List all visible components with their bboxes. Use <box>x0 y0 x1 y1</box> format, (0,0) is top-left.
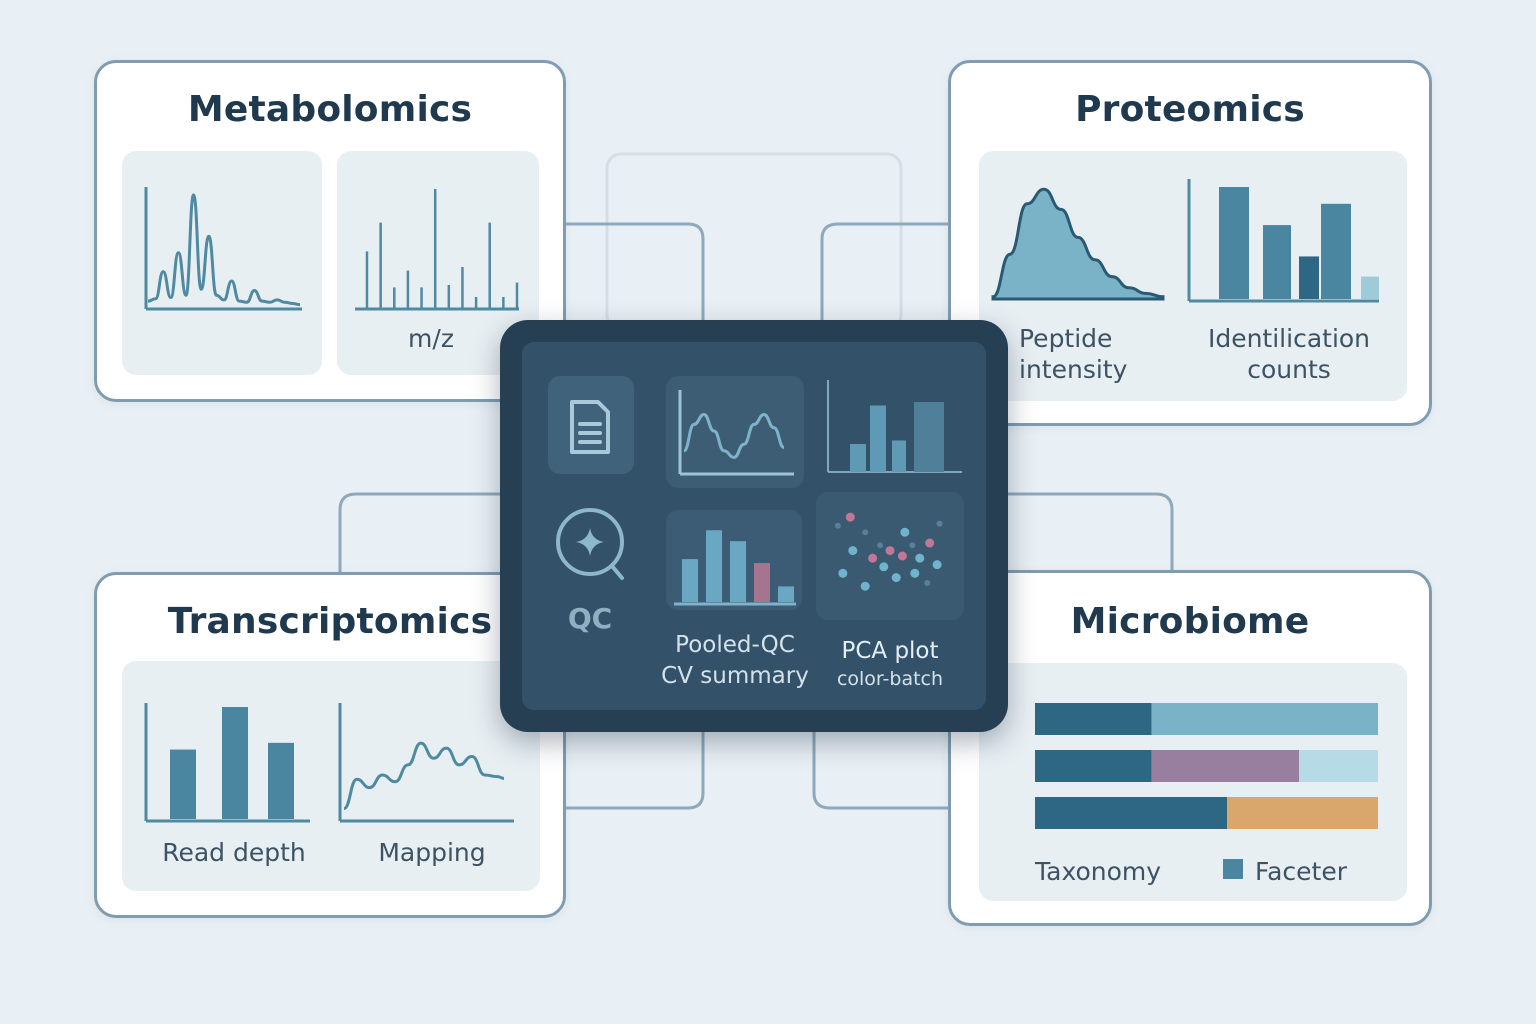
pca-point <box>838 568 848 578</box>
mz-spectrum-chart <box>355 189 519 311</box>
microbiome-title: Microbiome <box>1070 601 1310 642</box>
read-depth-bar <box>222 707 248 819</box>
faceter-legend-swatch <box>1223 859 1243 879</box>
taxonomy-bar-segment <box>1035 750 1152 782</box>
pooled-qc-bar <box>682 559 698 602</box>
pca-point <box>897 551 907 561</box>
taxonomy-bar-segment <box>1035 703 1152 735</box>
mapping-line <box>343 741 505 811</box>
pca-point <box>879 562 889 572</box>
pca-point <box>877 542 884 549</box>
metabolomics-card[interactable]: Metabolomics m/z <box>94 60 566 402</box>
pca-point <box>900 527 910 537</box>
faceter-legend-label: Faceter <box>1255 857 1347 886</box>
pca-point <box>909 542 916 549</box>
transcriptomics-panel: Read depth Mapping <box>122 661 540 891</box>
peptide-intensity-area <box>991 187 1165 301</box>
identification-counts-bar <box>1219 187 1249 299</box>
identification-counts-bar <box>1299 256 1319 299</box>
document-icon[interactable] <box>548 376 634 474</box>
mini-bar <box>892 440 906 472</box>
identification-counts-bar <box>1321 203 1351 299</box>
pca-point <box>834 522 841 529</box>
pca-point <box>925 538 935 548</box>
proteomics-panel: Peptide intensity Identilication counts <box>979 151 1407 401</box>
identification-counts-label: Identilication counts <box>1207 324 1371 384</box>
pca-point <box>910 568 920 578</box>
read-depth-bar <box>268 742 294 819</box>
taxonomy-bar-segment <box>1227 797 1378 829</box>
pca-point <box>845 512 855 522</box>
taxonomy-bar-segment <box>1299 750 1378 782</box>
pca-point <box>885 546 895 556</box>
mz-axis-label: m/z <box>408 324 454 353</box>
identification-counts-bar <box>1361 276 1379 299</box>
taxonomy-bar-segment <box>1035 797 1228 829</box>
pca-point <box>848 546 858 556</box>
pca-plot-title: PCA plot <box>841 638 939 664</box>
transcriptomics-charts <box>144 703 514 823</box>
taxonomy-chart <box>1035 703 1378 879</box>
taxonomy-bar-segment <box>1151 703 1378 735</box>
pooled-qc-bar <box>730 541 746 602</box>
pca-point <box>932 560 942 570</box>
transcriptomics-title: Transcriptomics <box>167 601 493 642</box>
identification-counts-bar <box>1263 225 1291 299</box>
mini-bar-chart[interactable] <box>822 376 972 488</box>
pca-point <box>915 553 925 563</box>
pca-point <box>862 529 869 536</box>
taxonomy-bar-segment <box>1151 750 1300 782</box>
transcriptomics-card[interactable]: Transcriptomics Read depth Mapping <box>94 572 566 918</box>
qc-hub-screen: QC Pooled-QC CV summary PCA plot color-b… <box>522 342 986 710</box>
pooled-qc-label: Pooled-QC CV summary <box>661 632 809 689</box>
pooled-qc-bar <box>706 530 722 602</box>
metabolomics-title: Metabolomics <box>187 89 473 130</box>
proteomics-title: Proteomics <box>1075 89 1305 130</box>
peptide-intensity-label: Peptide intensity <box>1019 324 1128 384</box>
chromatogram-line <box>147 193 301 307</box>
pooled-qc-bar-chart[interactable] <box>666 510 802 610</box>
pca-point <box>868 553 878 563</box>
mini-bar <box>870 405 886 472</box>
mini-line-chart[interactable] <box>666 376 804 488</box>
pca-point <box>860 581 870 591</box>
qc-label: QC <box>567 602 613 635</box>
pooled-qc-bar <box>754 563 770 602</box>
read-depth-bar <box>170 749 196 819</box>
chromatogram-panel <box>122 151 322 375</box>
pooled-qc-bar <box>778 586 794 602</box>
pca-point <box>936 520 943 527</box>
chromatogram-chart <box>144 187 302 311</box>
mini-bar <box>914 402 944 472</box>
pca-point <box>924 580 931 586</box>
proteomics-card[interactable]: Proteomics Peptide intensity Identilicat… <box>948 60 1432 426</box>
pca-point <box>891 573 901 583</box>
mini-bar <box>850 444 866 472</box>
read-depth-label: Read depth <box>162 838 306 867</box>
mapping-label: Mapping <box>378 838 486 867</box>
taxonomy-label: Taxonomy <box>1035 857 1162 886</box>
qc-sparkle-icon[interactable] <box>548 500 638 590</box>
pca-plot-subtitle: color-batch <box>836 668 944 690</box>
qc-hub-tablet[interactable]: QC Pooled-QC CV summary PCA plot color-b… <box>500 320 1008 732</box>
pca-plot[interactable] <box>816 492 964 620</box>
proteomics-charts <box>991 179 1379 303</box>
microbiome-panel: Taxonomy Faceter <box>979 663 1407 901</box>
mini-line-series <box>683 412 785 459</box>
microbiome-card[interactable]: Microbiome Taxonomy Faceter <box>948 570 1432 926</box>
